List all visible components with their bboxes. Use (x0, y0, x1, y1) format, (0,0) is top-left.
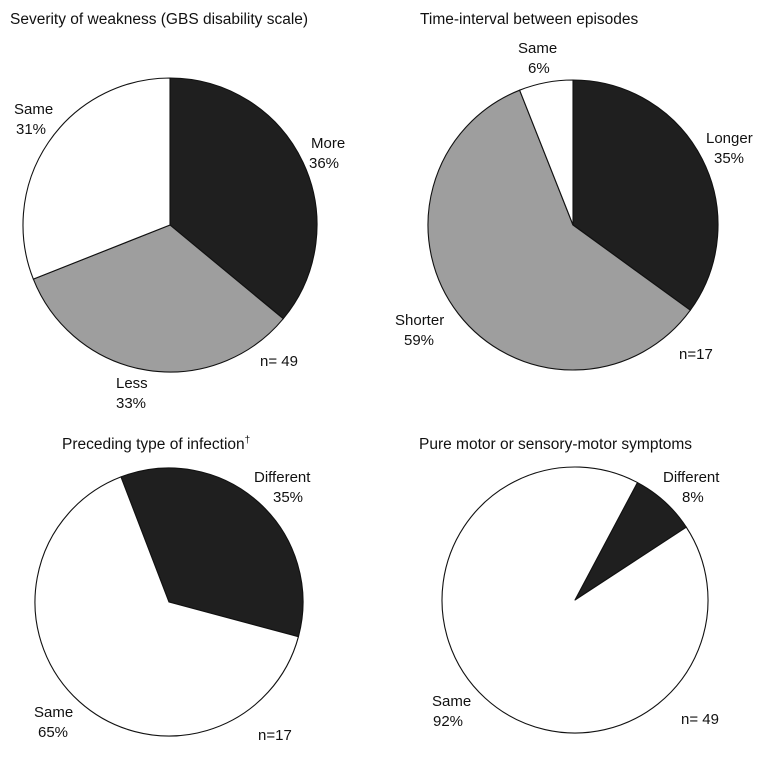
pie-slices (441, 466, 709, 734)
chart-time-interval: Time-interval between episodes Longer 35… (395, 11, 753, 371)
slice-percent: 36% (309, 155, 339, 172)
chart-title: Time-interval between episodes (420, 11, 639, 28)
slice-percent: 31% (16, 121, 46, 138)
pie-slice-shorter (427, 89, 691, 371)
slice-label: Different (254, 469, 311, 486)
sample-size-label: n= 49 (260, 353, 298, 370)
chart-title-text: Preceding type of infection (62, 436, 245, 453)
pie-slice-less (32, 224, 284, 373)
slice-label: Different (663, 469, 720, 486)
pie-slice-same (22, 77, 171, 280)
slice-percent: 92% (433, 713, 463, 730)
slice-percent: 35% (273, 489, 303, 506)
sample-size-label: n=17 (679, 346, 713, 363)
slice-label: Same (432, 693, 471, 710)
slice-label: Same (14, 101, 53, 118)
slice-percent: 6% (528, 60, 550, 77)
slice-percent: 8% (682, 489, 704, 506)
slice-percent: 35% (714, 150, 744, 167)
sample-size-label: n=17 (258, 727, 292, 744)
pie-slice-more (169, 77, 318, 320)
slice-label: More (311, 135, 345, 152)
slice-label: Less (116, 375, 148, 392)
slice-label: Same (34, 704, 73, 721)
slice-label: Longer (706, 130, 753, 147)
pie-slices (34, 467, 304, 737)
sample-size-label: n= 49 (681, 711, 719, 728)
pie-slice-same (441, 466, 709, 734)
chart-title: Severity of weakness (GBS disability sca… (10, 11, 308, 28)
pie-slice-longer (572, 79, 719, 311)
chart-severity-of-weakness: Severity of weakness (GBS disability sca… (10, 11, 345, 412)
chart-title: Preceding type of infection† (62, 435, 250, 453)
pie-slice-same (519, 79, 574, 226)
slice-percent: 65% (38, 724, 68, 741)
chart-motor-symptoms: Pure motor or sensory-motor symptoms Dif… (419, 436, 720, 734)
chart-preceding-infection: Preceding type of infection† Different 3… (34, 435, 311, 744)
slice-percent: 59% (404, 332, 434, 349)
pie-slice-same (34, 476, 299, 737)
chart-title: Pure motor or sensory-motor symptoms (419, 436, 692, 453)
slice-label: Same (518, 40, 557, 57)
slice-label: Shorter (395, 312, 444, 329)
title-footnote-mark: † (245, 435, 251, 446)
pie-slices (427, 79, 719, 371)
pie-slices (22, 77, 318, 373)
slice-percent: 33% (116, 395, 146, 412)
